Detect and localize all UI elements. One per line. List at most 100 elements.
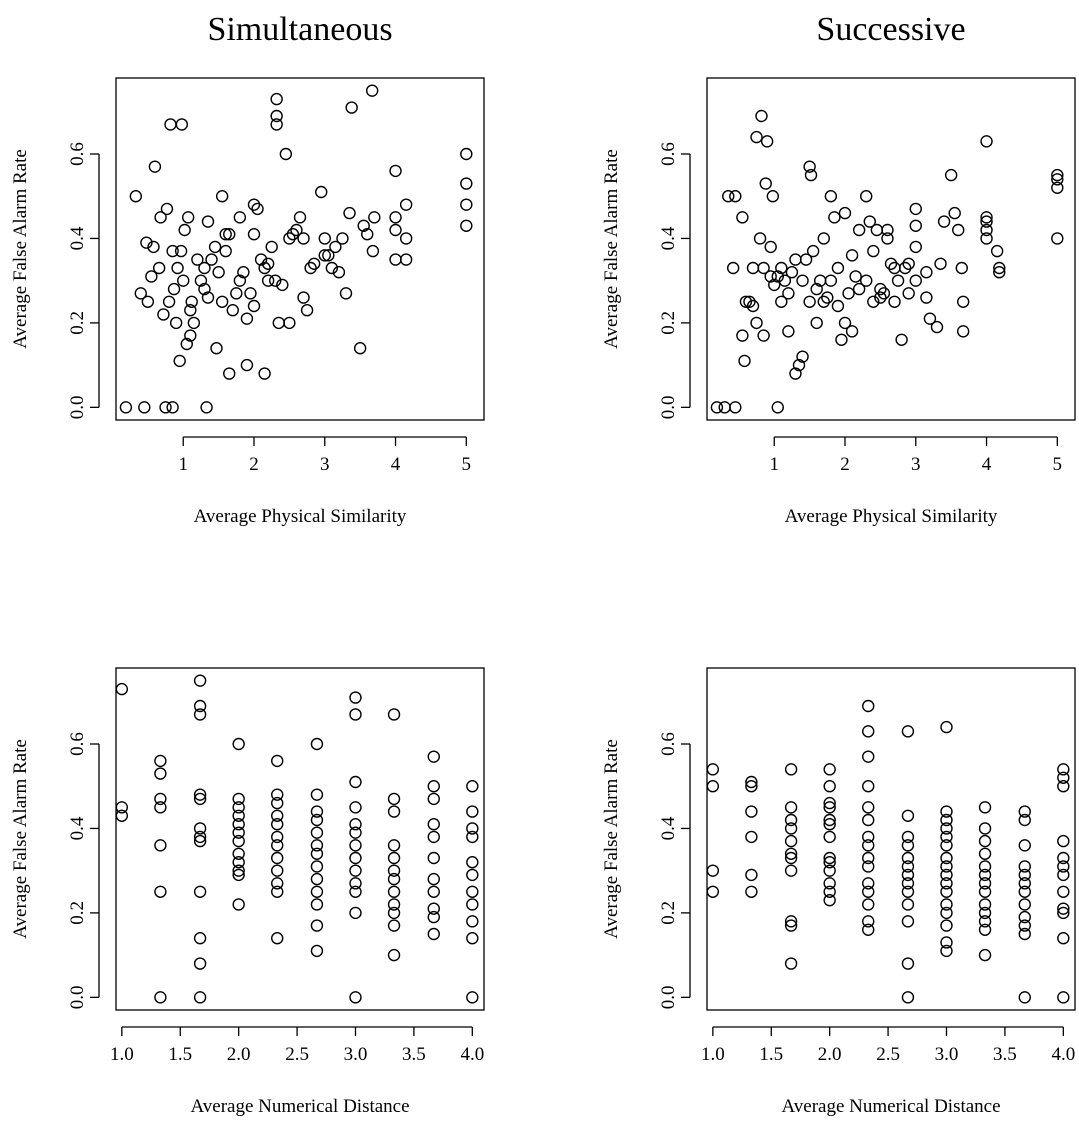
data-point (862, 839, 875, 852)
x-tick-label: 2.5 (876, 1044, 900, 1065)
data-point (920, 266, 933, 279)
data-point (784, 763, 798, 776)
data-point (784, 834, 798, 848)
data-point (745, 885, 758, 898)
x-tick-label: 3 (911, 454, 921, 475)
data-point (174, 244, 188, 258)
data-point (232, 868, 245, 882)
data-point (978, 860, 992, 873)
data-point (1018, 868, 1031, 882)
data-point (901, 809, 915, 822)
data-point (817, 295, 830, 308)
data-point (232, 818, 245, 831)
data-point (399, 232, 413, 245)
data-point (745, 868, 758, 882)
data-point (212, 266, 225, 279)
data-point (349, 885, 362, 898)
data-point (427, 872, 440, 886)
data-point (823, 818, 836, 831)
data-point (838, 316, 852, 330)
data-point (738, 354, 751, 368)
data-point (862, 813, 875, 827)
data-point (460, 219, 473, 232)
data-point (304, 261, 317, 275)
data-point (286, 228, 300, 241)
data-point (863, 215, 876, 228)
data-point (838, 206, 852, 220)
data-point (387, 805, 401, 818)
data-point (271, 796, 284, 810)
data-point (940, 868, 953, 882)
data-point (466, 780, 479, 793)
data-point (1018, 910, 1031, 924)
data-point (718, 401, 731, 414)
data-point (937, 215, 951, 228)
data-point (357, 219, 370, 232)
y-tick-label: 0.2 (67, 901, 88, 925)
data-point (940, 839, 953, 852)
data-point (466, 868, 479, 882)
data-point (310, 839, 324, 852)
data-point (771, 270, 784, 283)
data-point (860, 190, 873, 203)
data-point (1057, 771, 1070, 784)
data-point (1051, 168, 1064, 182)
x-tick-label: 2 (249, 454, 259, 475)
data-point (119, 401, 133, 414)
x-tick-label: 4 (391, 454, 401, 475)
data-point (948, 206, 961, 220)
data-point (784, 847, 798, 860)
data-point (1057, 906, 1070, 920)
data-point (909, 240, 922, 254)
data-point (193, 885, 207, 898)
data-point (901, 957, 915, 970)
data-point (310, 898, 324, 911)
data-point (141, 295, 155, 308)
data-point (193, 674, 207, 687)
data-point (185, 295, 198, 308)
data-point (823, 885, 836, 898)
data-point (201, 291, 215, 304)
data-point (768, 278, 781, 292)
y-tick-label: 0.2 (658, 311, 679, 335)
data-point (219, 244, 232, 258)
data-point (232, 737, 245, 751)
data-point (842, 287, 855, 300)
data-point (810, 282, 823, 296)
y-axis-label: Average False Alarm Rate (601, 739, 622, 939)
data-point (147, 240, 160, 254)
data-point (952, 223, 965, 237)
data-point (862, 725, 875, 738)
data-point (279, 147, 293, 161)
data-point (171, 261, 184, 275)
data-point (193, 932, 207, 945)
data-point (349, 708, 362, 721)
data-point (778, 274, 792, 287)
data-point (1018, 991, 1031, 1004)
data-point (1018, 927, 1031, 941)
data-point (745, 775, 758, 789)
x-axis-label: Average Numerical Distance (190, 1096, 409, 1117)
x-tick-label: 1 (769, 454, 779, 475)
data-point (427, 792, 440, 806)
data-points (706, 699, 1070, 1004)
data-point (764, 240, 777, 254)
data-point (944, 168, 958, 182)
data-point (154, 211, 167, 224)
data-point (940, 813, 953, 827)
data-point (145, 270, 158, 283)
data-point (233, 274, 247, 287)
data-point (831, 261, 845, 275)
data-point (845, 325, 859, 338)
data-point (784, 864, 798, 877)
data-point (191, 253, 204, 266)
data-point (902, 287, 915, 300)
data-point (154, 991, 167, 1004)
data-point (806, 244, 820, 258)
data-point (940, 720, 953, 734)
data-point (710, 401, 724, 414)
panel-title: Successive (816, 11, 965, 48)
data-point (184, 329, 197, 342)
data-point (349, 839, 362, 852)
data-point (427, 851, 440, 865)
